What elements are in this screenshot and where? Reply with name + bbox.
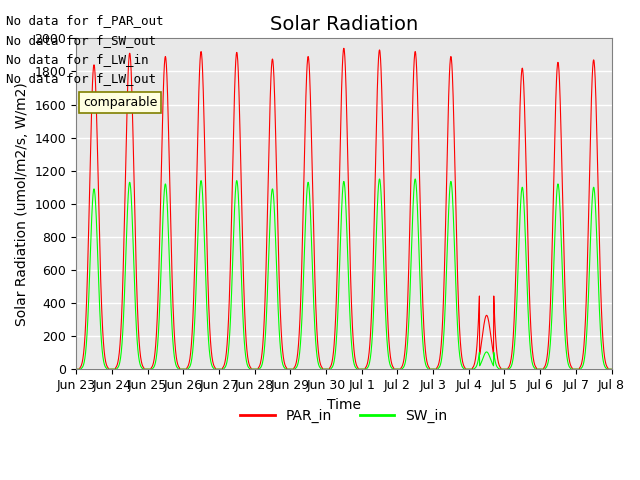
PAR_in [499,366,507,372]
Text: No data for f_LW_in: No data for f_LW_in [6,53,149,66]
PAR_in [359,366,367,372]
SW_in [561,315,568,321]
Line: SW_in: SW_in [76,179,611,369]
Text: comparable: comparable [83,96,157,109]
Legend: PAR_in, SW_in: PAR_in, SW_in [234,403,453,429]
SW_in [376,176,383,182]
PAR_in [371,192,379,198]
SW_in [499,366,507,372]
Line: PAR_in: PAR_in [76,48,611,369]
PAR_in [561,259,568,264]
PAR_in [340,46,348,51]
X-axis label: Time: Time [327,397,361,411]
Y-axis label: Solar Radiation (umol/m2/s, W/m2): Solar Radiation (umol/m2/s, W/m2) [15,82,29,325]
SW_in [221,364,229,370]
Title: Solar Radiation: Solar Radiation [269,15,418,34]
SW_in [72,366,80,372]
SW_in [359,366,367,372]
SW_in [607,366,615,372]
PAR_in [72,366,80,372]
SW_in [575,366,583,372]
PAR_in [575,366,583,372]
PAR_in [221,357,229,363]
PAR_in [607,366,615,372]
Text: No data for f_SW_out: No data for f_SW_out [6,34,156,47]
Text: No data for f_PAR_out: No data for f_PAR_out [6,14,164,27]
SW_in [371,283,378,289]
Text: No data for f_LW_out: No data for f_LW_out [6,72,156,85]
